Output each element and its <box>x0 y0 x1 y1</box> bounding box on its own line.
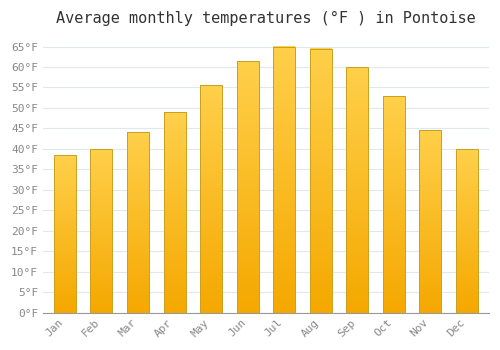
Bar <box>273 47 295 313</box>
Bar <box>420 131 442 313</box>
Bar <box>164 112 186 313</box>
Bar <box>127 133 149 313</box>
Bar <box>90 149 112 313</box>
Bar <box>54 155 76 313</box>
Bar <box>456 149 478 313</box>
Bar <box>236 61 258 313</box>
Bar <box>200 85 222 313</box>
Bar <box>383 96 405 313</box>
Bar <box>346 67 368 313</box>
Bar <box>310 49 332 313</box>
Title: Average monthly temperatures (°F ) in Pontoise: Average monthly temperatures (°F ) in Po… <box>56 11 476 26</box>
